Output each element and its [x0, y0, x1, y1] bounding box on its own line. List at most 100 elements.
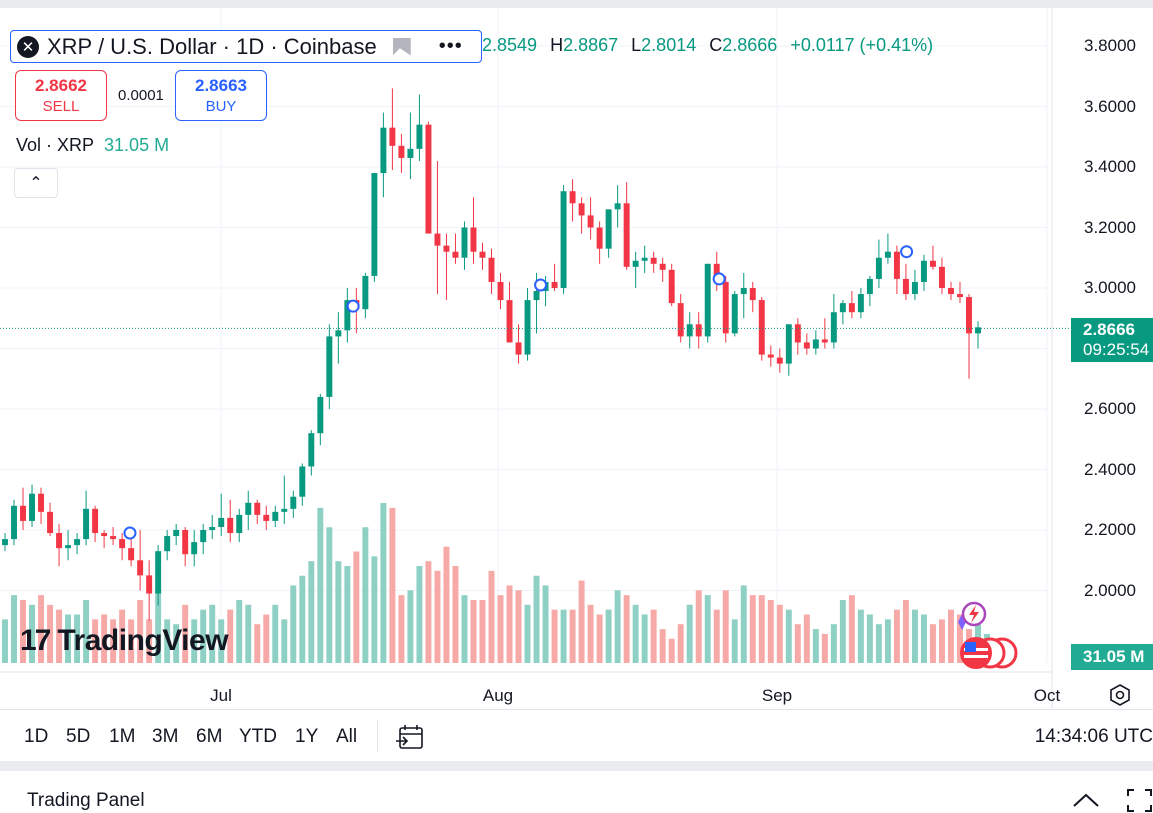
symbol-title[interactable]: XRP / U.S. Dollar · 1D · Coinbase [47, 33, 377, 59]
candle-body [290, 496, 297, 509]
price-tick-label: 2.0000 [1084, 580, 1136, 600]
candle-body [884, 251, 891, 258]
time-tick-label: Jul [210, 686, 232, 705]
candle-body [911, 281, 918, 295]
symbol-header[interactable]: ✕ XRP / U.S. Dollar · 1D · Coinbase ••• [10, 30, 482, 63]
candle [335, 312, 342, 364]
volume-bar [830, 624, 837, 663]
candle [416, 94, 423, 161]
volume-bar [875, 624, 882, 663]
sell-button[interactable]: 2.8662 SELL [15, 70, 107, 121]
volume-bar [587, 604, 594, 663]
range-button-3m[interactable]: 3M [152, 726, 179, 747]
candle-body [263, 514, 270, 521]
candle-body [740, 288, 747, 295]
trading-panel[interactable]: Trading Panel [0, 771, 1153, 813]
volume-bar [110, 619, 117, 663]
sell-price: 2.8662 [35, 76, 87, 95]
volume-bar [785, 609, 792, 663]
candle [957, 281, 963, 304]
volume-bar [434, 570, 441, 663]
time-tick-label: Sep [761, 686, 793, 705]
chart-canvas[interactable] [0, 8, 1153, 708]
candle-body [713, 263, 720, 282]
watermark-text: TradingView [57, 624, 229, 657]
candle [434, 160, 441, 295]
candle [407, 112, 414, 180]
candle [245, 490, 252, 530]
candle [479, 242, 486, 270]
candle-body [218, 517, 225, 527]
event-marker-icon [900, 245, 914, 259]
candle-body [380, 127, 387, 174]
settings-icon[interactable] [1108, 683, 1132, 707]
candle-body [83, 508, 90, 540]
candle-body [20, 505, 26, 521]
candle-body [506, 300, 513, 343]
volume-bar [929, 624, 936, 663]
candles [2, 88, 981, 621]
volume-bar [182, 604, 189, 663]
candle-body [533, 291, 540, 301]
volume-bar [101, 614, 108, 663]
range-button-all[interactable]: All [336, 726, 358, 747]
chart-area[interactable]: ✕ XRP / U.S. Dollar · 1D · Coinbase ••• … [0, 8, 1153, 760]
candle-body [200, 530, 207, 543]
volume-legend[interactable]: Vol · XRP 31.05 M [16, 135, 169, 156]
clock-timezone[interactable]: 14:34:06 UTC [1034, 726, 1153, 747]
last-price-tag: 2.8666 09:25:54 [1071, 318, 1153, 362]
candle [524, 288, 531, 361]
candle-body [389, 127, 396, 146]
candle [659, 257, 666, 282]
candle-body [749, 288, 756, 301]
volume-bar [74, 614, 81, 663]
candle-body [38, 493, 45, 512]
volume-bar [533, 575, 540, 663]
volume-bar [884, 619, 891, 663]
range-button-1m[interactable]: 1M [109, 726, 136, 747]
candle-body [425, 124, 432, 234]
range-button-1y[interactable]: 1Y [295, 726, 319, 747]
volume-bar [11, 595, 17, 663]
us-flag-icon[interactable] [958, 636, 1020, 670]
volume-bar [344, 566, 351, 663]
volume-bar [389, 507, 396, 663]
candle-body [650, 257, 657, 264]
volume-bar [866, 614, 873, 663]
buy-button[interactable]: 2.8663 BUY [175, 70, 267, 121]
date-range-icon[interactable] [394, 723, 426, 751]
more-icon[interactable]: ••• [438, 35, 463, 57]
flag-icon[interactable] [392, 37, 411, 56]
volume-bar [452, 566, 459, 663]
candle [74, 533, 81, 555]
open-value: 2.8549 [482, 35, 538, 55]
candle-body [119, 539, 126, 549]
volume-bar [425, 561, 432, 663]
volume-bar [461, 595, 468, 663]
range-button-1d[interactable]: 1D [24, 726, 49, 747]
candle-body [975, 327, 981, 334]
candle-body [668, 269, 675, 304]
range-button-5d[interactable]: 5D [66, 726, 91, 747]
maximize-icon[interactable] [1126, 787, 1153, 813]
lightning-icon[interactable] [952, 600, 992, 632]
candle-body [344, 300, 351, 331]
candle [146, 560, 153, 621]
candle [281, 475, 288, 524]
candle [605, 209, 612, 258]
range-button-6m[interactable]: 6M [196, 726, 223, 747]
volume-bar [560, 609, 567, 663]
chevron-up-icon[interactable] [1071, 791, 1101, 809]
volume-bar [173, 624, 180, 663]
volume-bar [254, 624, 261, 663]
volume-bar [650, 609, 657, 663]
candle [911, 269, 918, 301]
volume-bar [551, 609, 558, 663]
candle [38, 487, 45, 524]
sell-label: SELL [42, 98, 80, 115]
tradingview-watermark[interactable]: 17 TradingView [20, 624, 229, 658]
volume-bar [605, 609, 612, 663]
candle-body [452, 251, 459, 258]
collapse-legend-button[interactable]: ⌃ [14, 168, 58, 198]
range-button-ytd[interactable]: YTD [239, 726, 277, 747]
